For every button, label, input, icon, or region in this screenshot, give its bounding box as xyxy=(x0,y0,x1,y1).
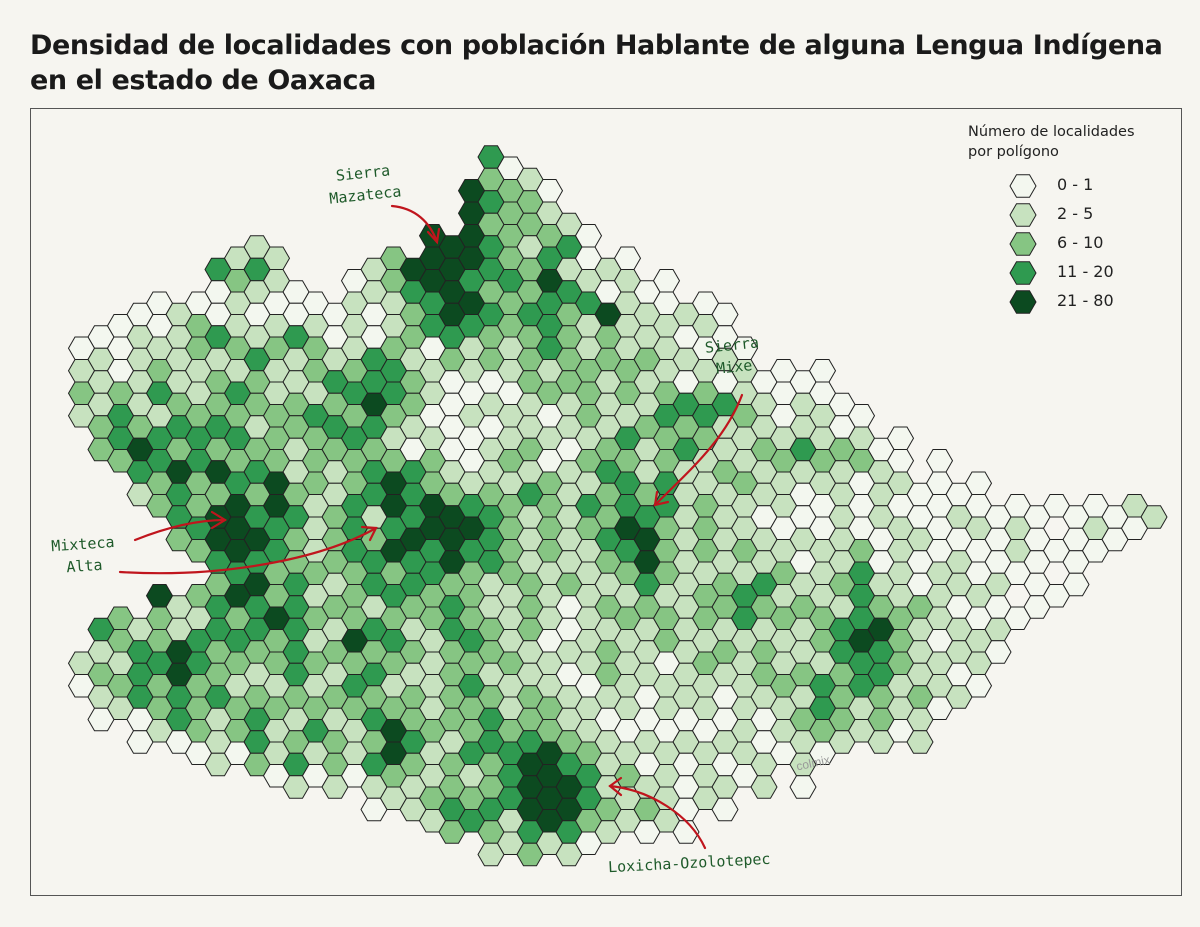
legend-hex-0-1 xyxy=(1009,174,1037,198)
legend-label-6-10: 6 - 10 xyxy=(1057,233,1104,252)
label-sierra-mazateca-line-1: Sierra xyxy=(335,161,391,185)
arrow-mixteca-1-head xyxy=(210,510,228,530)
legend-hex-6-10 xyxy=(1009,232,1037,256)
title-line-1: Densidad de localidades con población Ha… xyxy=(30,30,1163,61)
hex-cell xyxy=(789,775,817,799)
hex-cell xyxy=(574,831,603,855)
label-mixteca-alta-line-1: Mixteca xyxy=(50,532,116,556)
arrow-loxicha xyxy=(608,784,707,850)
hex-layer xyxy=(67,145,1168,867)
arrow-mixteca-2 xyxy=(118,526,378,575)
arrow-mixe xyxy=(653,393,744,507)
hex-cell xyxy=(925,449,954,473)
hex-cell xyxy=(1042,584,1071,608)
hex-cell xyxy=(964,674,993,698)
arrow-loxicha-head xyxy=(608,776,623,797)
label-sierra-mixe-line-2: Mixe xyxy=(715,356,754,378)
legend-hex-11-20 xyxy=(1009,261,1037,285)
legend-swatches xyxy=(1009,174,1037,314)
map-title: Densidad de localidades con población Ha… xyxy=(30,28,1163,98)
hex-cell xyxy=(925,696,954,720)
hex-cell xyxy=(672,820,700,844)
hex-cell xyxy=(1120,516,1149,540)
map-frame xyxy=(30,108,1182,896)
hex-cell xyxy=(1003,606,1032,630)
label-mixteca-alta-line-2: Alta xyxy=(65,555,104,577)
legend-hex-21-80 xyxy=(1009,290,1037,314)
arrow-mazateca xyxy=(390,204,439,244)
hex-cell xyxy=(906,730,934,754)
hex-cell xyxy=(1081,539,1110,563)
legend-title: Número de localidades por polígono xyxy=(968,122,1135,162)
legend-title-line-2: por polígono xyxy=(968,144,1059,160)
annotation-arrows xyxy=(118,204,744,850)
arrow-mazateca-head xyxy=(426,227,441,245)
arrow-mixe-head xyxy=(653,490,670,507)
arrow-mixteca-2-head xyxy=(360,525,378,542)
label-sierra-mixe-line-1: Sierra xyxy=(704,333,760,357)
legend-label-21-80: 21 - 80 xyxy=(1057,291,1114,310)
hex-cell xyxy=(750,775,778,799)
arrow-mixteca-1 xyxy=(133,518,227,542)
legend-title-line-1: Número de localidades xyxy=(968,124,1135,140)
hex-cell xyxy=(808,741,837,765)
title-line-2: en el estado de Oaxaca xyxy=(30,65,376,96)
legend-label-11-20: 11 - 20 xyxy=(1057,262,1114,281)
label-mixteca-alta: Mixteca Alta xyxy=(51,531,117,579)
label-sierra-mixe: Sierra Mixe xyxy=(704,331,762,380)
hex-cell xyxy=(711,797,739,822)
legend-hex-2-5 xyxy=(1009,203,1037,227)
label-sierra-mazateca: Sierra Mazateca xyxy=(326,158,402,209)
legend-label-0-1: 0 - 1 xyxy=(1057,175,1094,194)
legend-label-2-5: 2 - 5 xyxy=(1057,204,1094,223)
